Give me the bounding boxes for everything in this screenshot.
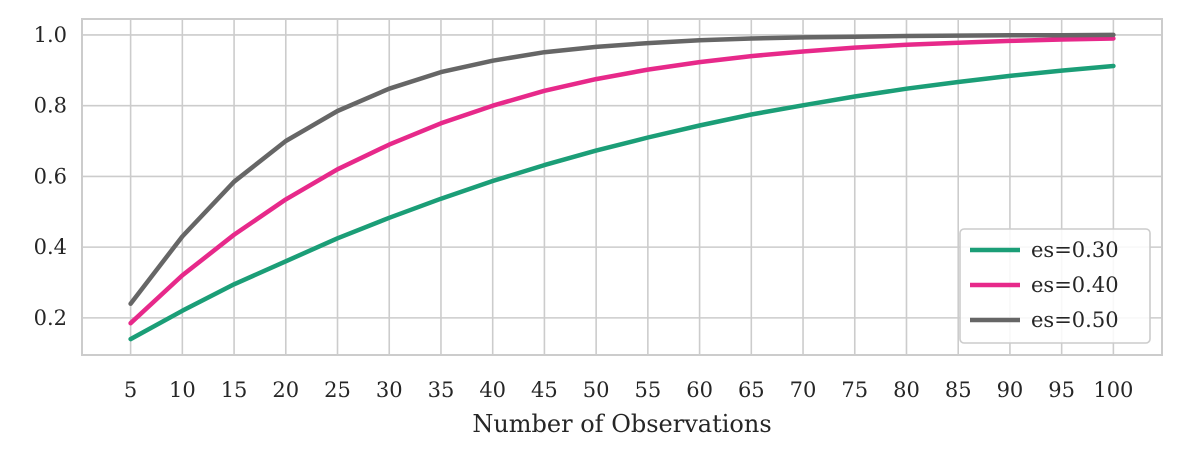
y-tick-label: 0.6 (34, 164, 67, 188)
x-tick-label: 15 (221, 378, 248, 402)
legend: es=0.30 es=0.40 es=0.50 (959, 228, 1151, 344)
x-tick-label: 100 (1093, 378, 1133, 402)
y-tick-label: 0.8 (34, 94, 67, 118)
legend-label: es=0.40 (1031, 273, 1119, 297)
y-tick-label: 0.2 (34, 306, 67, 330)
x-tick-label: 45 (531, 378, 558, 402)
x-tick-label: 95 (1048, 378, 1075, 402)
x-tick-label: 25 (324, 378, 351, 402)
x-tick-label: 75 (841, 378, 868, 402)
series-line-es-0-30 (128, 63, 1116, 342)
legend-label: es=0.50 (1031, 308, 1119, 332)
y-tick-labels: 0.2 0.4 0.6 0.8 1.0 (34, 23, 67, 330)
x-tick-label: 80 (893, 378, 920, 402)
x-tick-label: 35 (428, 378, 455, 402)
legend-label: es=0.30 (1031, 238, 1119, 262)
x-tick-label: 40 (479, 378, 506, 402)
x-tick-label: 65 (738, 378, 765, 402)
x-tick-label: 30 (376, 378, 403, 402)
x-axis-label: Number of Observations (472, 410, 771, 438)
x-tick-label: 60 (686, 378, 713, 402)
y-tick-label: 0.4 (34, 235, 67, 259)
x-tick-label: 50 (583, 378, 610, 402)
series-line-es-0-50 (128, 32, 1116, 306)
x-tick-label: 70 (790, 378, 817, 402)
x-tick-labels: 5 10 15 20 25 30 35 40 45 50 55 60 65 70 75 80 85 90 95 100 (124, 378, 1133, 402)
series-line-es-0-40 (128, 36, 1116, 326)
legend-box (959, 228, 1151, 344)
x-tick-label: 20 (272, 378, 299, 402)
x-tick-label: 55 (634, 378, 661, 402)
series-layer (128, 32, 1116, 342)
x-tick-label: 10 (169, 378, 196, 402)
x-tick-label: 85 (945, 378, 972, 402)
x-tick-label: 5 (124, 378, 137, 402)
y-tick-label: 1.0 (34, 23, 67, 47)
plot-frame (81, 18, 1163, 356)
x-tick-label: 90 (997, 378, 1024, 402)
